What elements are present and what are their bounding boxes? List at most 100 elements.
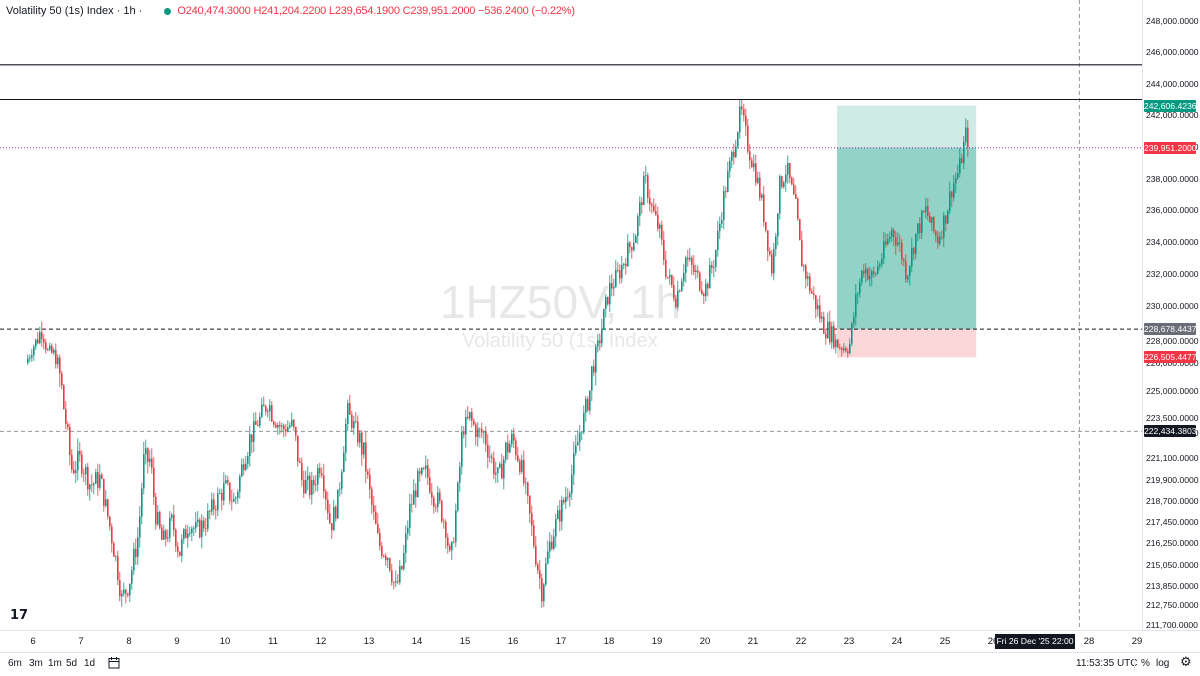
candle-336 [699,271,701,293]
candle-245 [517,446,519,463]
candle-178 [383,553,385,558]
range-5d-button[interactable]: 5d [66,658,78,669]
candle-201 [429,468,431,495]
candle-27 [81,450,83,478]
candle-111 [249,425,251,467]
legend-ohlc: O240,474.3000 H241,204.2200 L239,654.190… [177,5,575,17]
candle-73 [173,505,175,537]
time-axis-label: 21 [747,636,759,647]
candle-40 [107,498,109,520]
time-axis-label: 26 [987,636,999,647]
candle-200 [427,458,429,486]
candle-417 [861,269,863,286]
tradingview-logo-icon[interactable]: 17 [10,608,29,623]
candle-136 [299,457,301,464]
candle-408 [843,343,845,353]
candle-304 [635,233,637,243]
candle-340 [707,282,709,297]
candle-271 [569,490,571,507]
time-axis-label: 23 [843,636,855,647]
legend-title[interactable]: Volatility 50 (1s) Index · 1h · [6,5,143,17]
price-axis-label: 219,900.0000 [1146,475,1199,485]
candle-64 [155,492,157,530]
candle-147 [321,467,323,479]
candle-30 [87,462,89,496]
candle-412 [851,321,853,347]
candle-100 [227,475,229,486]
candle-103 [233,492,235,503]
percent-scale-toggle[interactable]: % [1141,658,1150,669]
candle-318 [663,231,665,266]
candle-89 [205,518,207,536]
candle-165 [357,415,359,447]
price-axis-label: 246,000.0000 [1146,47,1199,57]
candle-298 [623,262,625,270]
candle-239 [505,441,507,464]
time-axis-label: 28 [1083,636,1095,647]
candle-214 [455,503,457,548]
candle-86 [199,517,201,539]
candle-127 [281,422,283,433]
candle-183 [393,581,395,590]
candle-246 [519,458,521,476]
candle-6 [39,326,41,345]
stop-loss-tag: 226,505.4477 [1144,351,1197,364]
candle-139 [305,470,307,495]
price-axis-label: 218,700.0000 [1146,496,1199,506]
candle-116 [259,412,261,429]
market-status-icon [164,7,172,15]
candle-306 [639,196,641,227]
candle-380 [787,155,789,184]
candle-142 [311,471,313,505]
range-1m-button[interactable]: 1m [48,658,62,669]
candle-212 [451,540,453,561]
candle-323 [673,276,675,302]
calendar-icon[interactable] [108,656,120,669]
time-axis-label: 11 [268,636,278,647]
candle-373 [773,242,775,281]
candle-88 [203,516,205,533]
candle-50 [127,592,129,598]
candle-393 [813,286,815,300]
range-1d-button[interactable]: 1d [84,658,96,669]
candle-406 [839,343,841,351]
candle-37 [101,472,103,480]
gear-icon[interactable]: ⚙ [1180,655,1192,670]
candle-36 [99,464,101,491]
candle-369 [765,221,767,233]
utc-clock[interactable]: 11:53:35 UTC [1076,658,1138,669]
candle-22 [71,449,73,473]
candle-345 [717,220,719,257]
candle-358 [743,103,745,122]
range-6m-button[interactable]: 6m [8,658,22,669]
candle-26 [79,442,81,462]
candle-396 [819,295,821,323]
candle-439 [905,254,907,283]
candle-326 [679,289,681,293]
candle-426 [879,261,881,270]
candle-272 [571,464,573,500]
candle-430 [887,233,889,246]
candle-307 [641,197,643,215]
log-scale-toggle[interactable]: log [1156,658,1170,669]
candle-283 [593,359,595,377]
candle-265 [557,505,559,520]
candle-68 [163,524,165,541]
candle-291 [609,275,611,312]
range-3m-button[interactable]: 3m [29,658,43,669]
candle-414 [855,283,857,326]
candle-423 [873,266,875,278]
price-axis-label: 228,000.0000 [1146,336,1199,346]
candle-397 [821,311,823,323]
time-axis-label: 18 [603,636,615,647]
candle-253 [533,519,535,549]
candle-227 [481,422,483,438]
candle-467 [961,153,963,164]
candle-66 [159,510,161,530]
candle-46 [119,571,121,602]
candle-94 [215,505,217,520]
candle-192 [411,494,413,513]
candle-335 [697,265,699,278]
